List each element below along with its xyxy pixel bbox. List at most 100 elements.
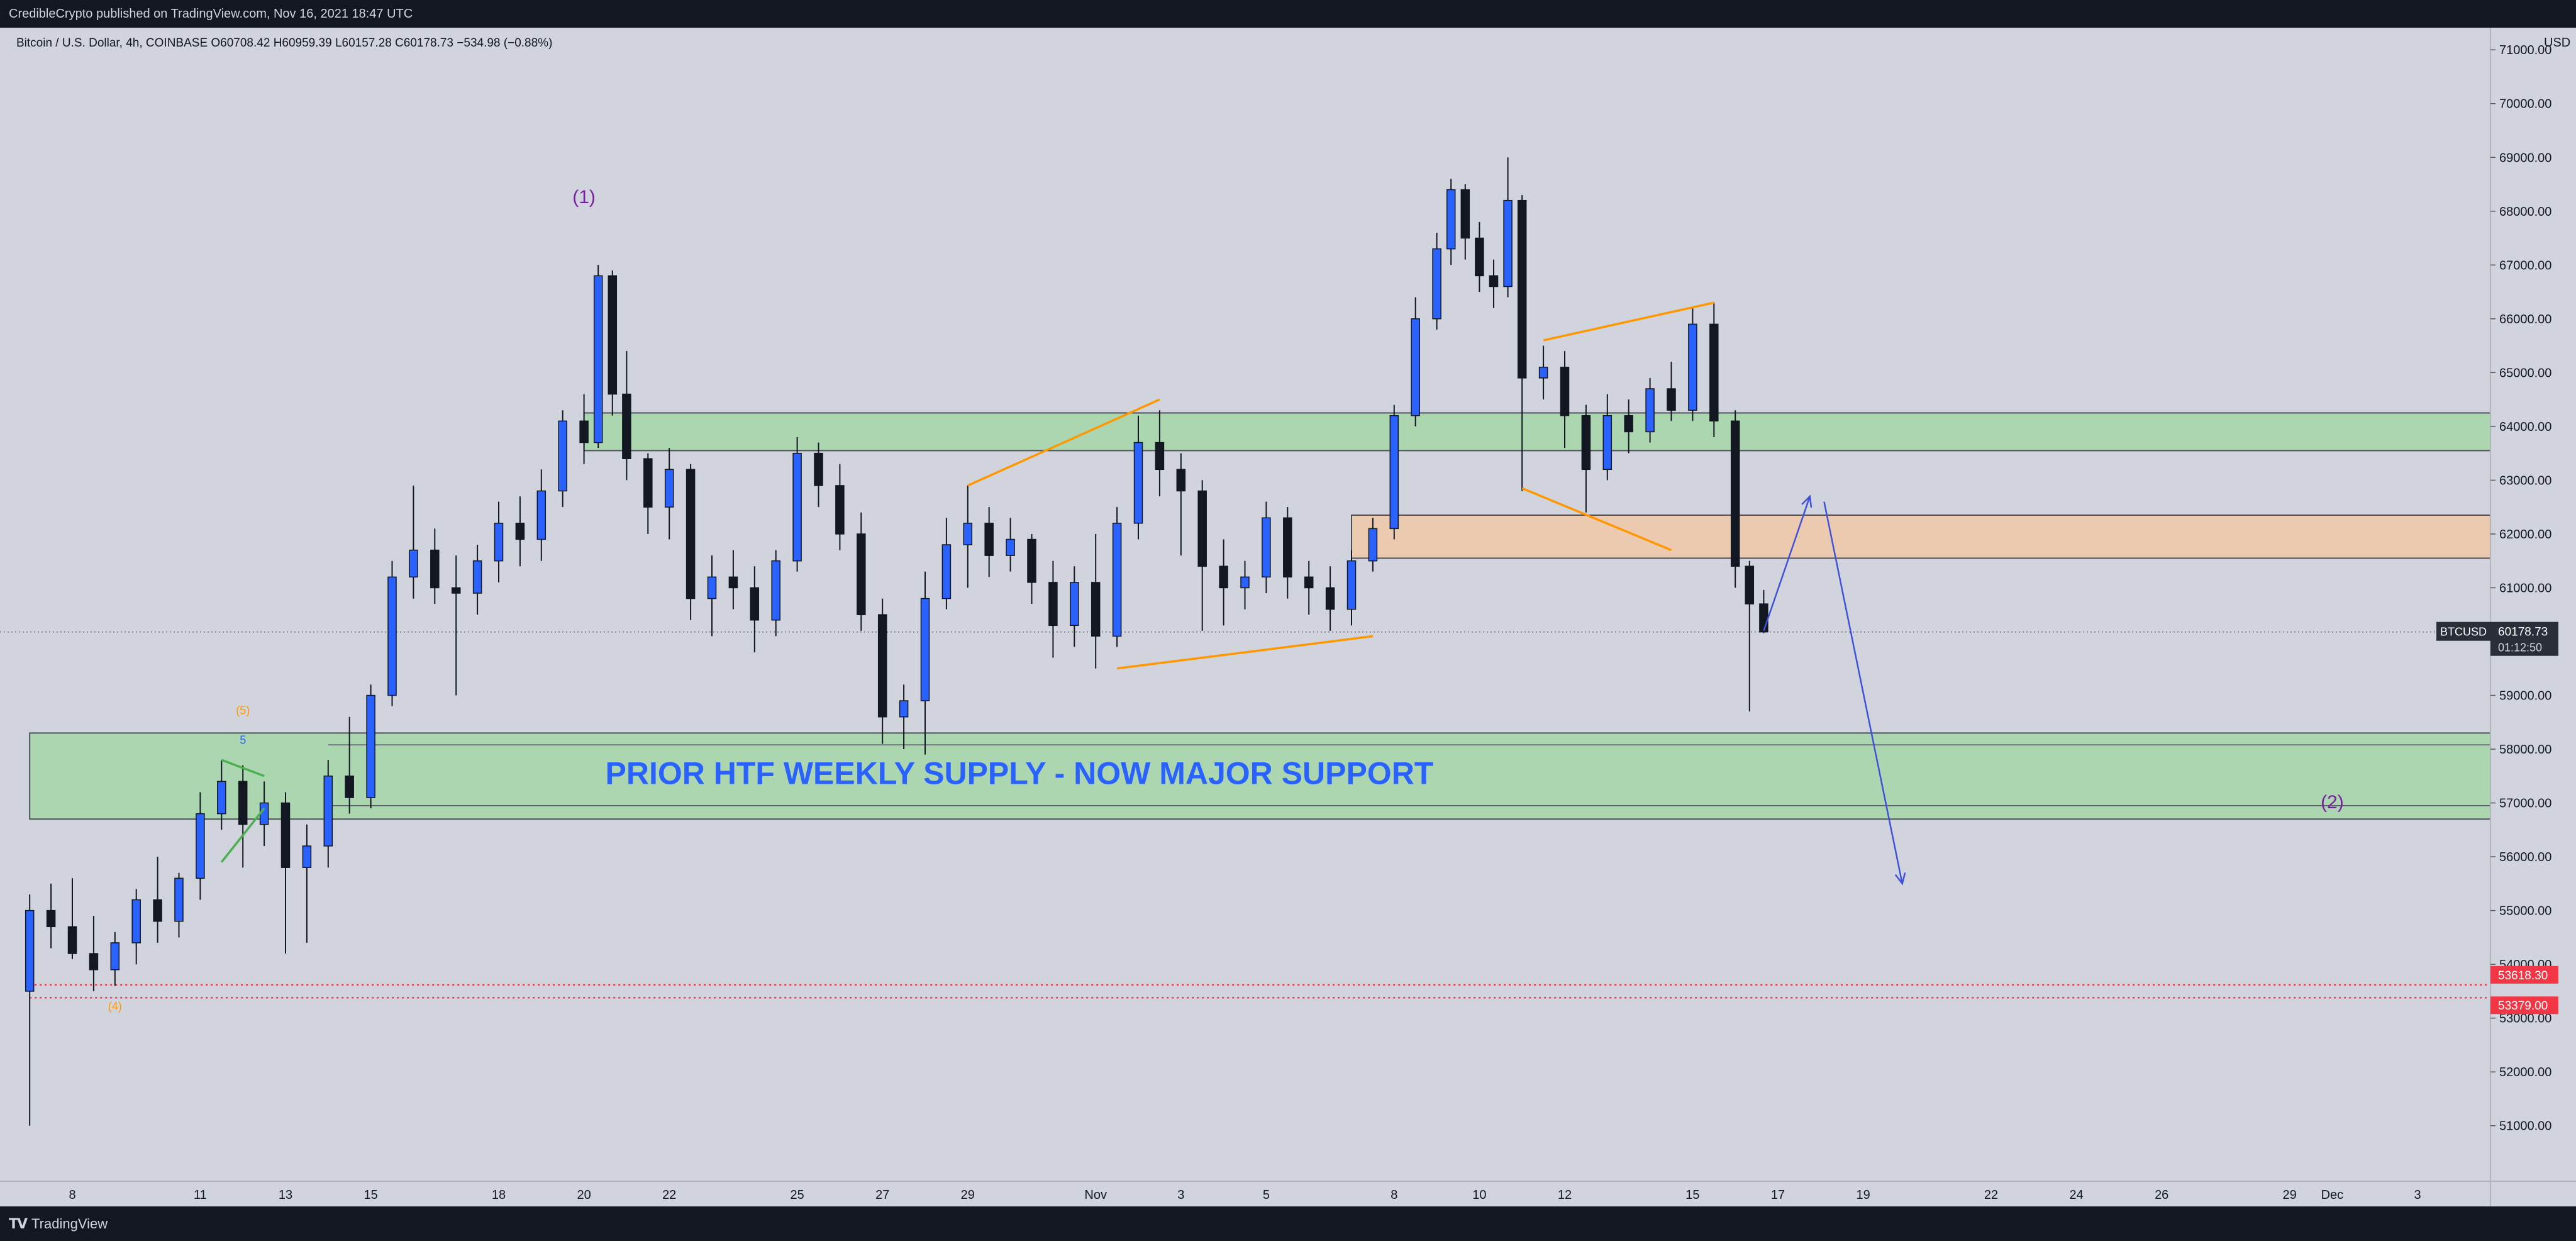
price-tick-label: 68000.00: [2499, 205, 2551, 219]
candle: [1091, 533, 1101, 669]
price-tick-label: 62000.00: [2499, 528, 2551, 542]
projection-arrow-down-head: [1894, 872, 1906, 886]
ohlc-legend: Bitcoin / U.S. Dollar, 4h, COINBASE O607…: [16, 36, 552, 50]
zones-layer: [29, 412, 2492, 820]
candle: [1368, 518, 1378, 572]
price-tick-label: 58000.00: [2499, 743, 2551, 757]
price-tick-label: 59000.00: [2499, 689, 2551, 703]
candle: [409, 485, 418, 599]
candle: [1667, 362, 1676, 421]
candle: [387, 560, 397, 706]
price-tick-label: 61000.00: [2499, 581, 2551, 595]
green-wedge-lower[interactable]: [220, 808, 265, 863]
time-tick-label: 18: [492, 1188, 506, 1202]
candle: [1070, 566, 1079, 647]
last-price-badge: [2436, 621, 2490, 641]
axes-layer: 51000.0052000.0053000.0054000.0055000.00…: [0, 28, 2576, 1206]
candle: [792, 437, 802, 572]
time-tick-label: 24: [2069, 1188, 2083, 1202]
candle: [941, 518, 952, 609]
candle: [1560, 351, 1570, 448]
candle: [622, 351, 631, 481]
price-tick-label: 71000.00: [2499, 43, 2551, 57]
time-tick-label: 29: [2282, 1188, 2296, 1202]
candle: [1645, 377, 1655, 443]
candle: [1460, 184, 1470, 260]
time-tick-label: 20: [577, 1188, 591, 1202]
projection-arrow-up-head: [1801, 494, 1813, 508]
candle: [899, 684, 909, 750]
price-tick-label: 52000.00: [2499, 1066, 2551, 1079]
price-level-badge: [2490, 996, 2558, 1015]
candle: [1688, 308, 1697, 421]
candle: [1325, 566, 1335, 631]
candle: [593, 265, 603, 448]
candle: [1602, 394, 1613, 481]
orange-channel-upper[interactable]: [967, 398, 1160, 487]
price-level-badge: [2490, 966, 2558, 984]
candle: [1475, 221, 1484, 292]
zone-annotation: PRIOR HTF WEEKLY SUPPLY - NOW MAJOR SUPP…: [606, 756, 1434, 791]
candle: [1197, 480, 1207, 631]
candle: [472, 545, 482, 615]
drawings-layer: [220, 301, 1906, 886]
candle: [323, 760, 333, 868]
candle: [1446, 179, 1456, 265]
time-tick-label: 25: [790, 1188, 804, 1202]
time-tick-label: 8: [69, 1188, 75, 1202]
candle: [1133, 415, 1143, 540]
candle: [89, 916, 99, 991]
candle: [259, 781, 269, 846]
wave-label: (5): [236, 704, 250, 716]
plot-background: [0, 28, 2576, 1206]
candle: [1112, 507, 1122, 647]
price-tick-label: 70000.00: [2499, 97, 2551, 111]
wave-label: (1): [572, 187, 596, 208]
candle: [46, 883, 56, 949]
candle: [686, 464, 696, 620]
time-tick-label: 3: [2414, 1188, 2421, 1202]
candle: [536, 469, 547, 561]
price-level-value: 53379.00: [2498, 999, 2548, 1013]
candlestick-chart[interactable]: (1) (2) (5) 5 (4) PRIOR HTF WEEKLY SUPPLY - …: [0, 28, 2576, 1206]
upper-support-zone[interactable]: [583, 412, 2491, 452]
time-tick-label: 26: [2155, 1188, 2168, 1202]
resistance-zone[interactable]: [1351, 515, 2491, 559]
dotted-levels-layer: [0, 631, 2490, 999]
candle: [1709, 303, 1719, 437]
candle: [1155, 410, 1165, 497]
candle: [280, 792, 291, 954]
candle: [174, 872, 184, 938]
price-tick-label: 57000.00: [2499, 797, 2551, 811]
major-support-zone[interactable]: [29, 732, 2492, 820]
candle: [1283, 507, 1292, 599]
candle: [984, 507, 994, 577]
candle: [857, 512, 866, 631]
candle: [196, 792, 205, 900]
candle: [835, 464, 845, 550]
symbol-badge-label: BTCUSD: [2440, 626, 2487, 638]
candle: [1262, 501, 1271, 594]
currency-label: USD: [2544, 36, 2570, 50]
projection-arrow-down[interactable]: [1823, 501, 1903, 884]
price-tick-label: 67000.00: [2499, 259, 2551, 272]
candle: [558, 410, 567, 508]
wave-label: (4): [108, 1000, 122, 1013]
orange-flag-upper[interactable]: [1543, 301, 1714, 342]
orange-flag-lower[interactable]: [1521, 487, 1672, 552]
brand-name: TradingView: [31, 1216, 108, 1232]
time-tick-label: 29: [961, 1188, 975, 1202]
candle: [302, 824, 312, 943]
orange-channel-lower[interactable]: [1116, 635, 1374, 670]
candle: [1624, 399, 1633, 454]
projection-arrow-up[interactable]: [1763, 496, 1811, 632]
time-tick-label: Nov: [1084, 1188, 1107, 1202]
candle: [1538, 345, 1548, 400]
price-tick-label: 56000.00: [2499, 850, 2551, 864]
green-wedge-upper[interactable]: [221, 759, 265, 777]
tradingview-logo[interactable]: TV TradingView: [9, 1215, 108, 1233]
price-tick-label: 64000.00: [2499, 420, 2551, 434]
time-tick-label: 19: [1856, 1188, 1870, 1202]
price-level-value: 53618.30: [2498, 969, 2548, 982]
candle: [1027, 533, 1036, 604]
